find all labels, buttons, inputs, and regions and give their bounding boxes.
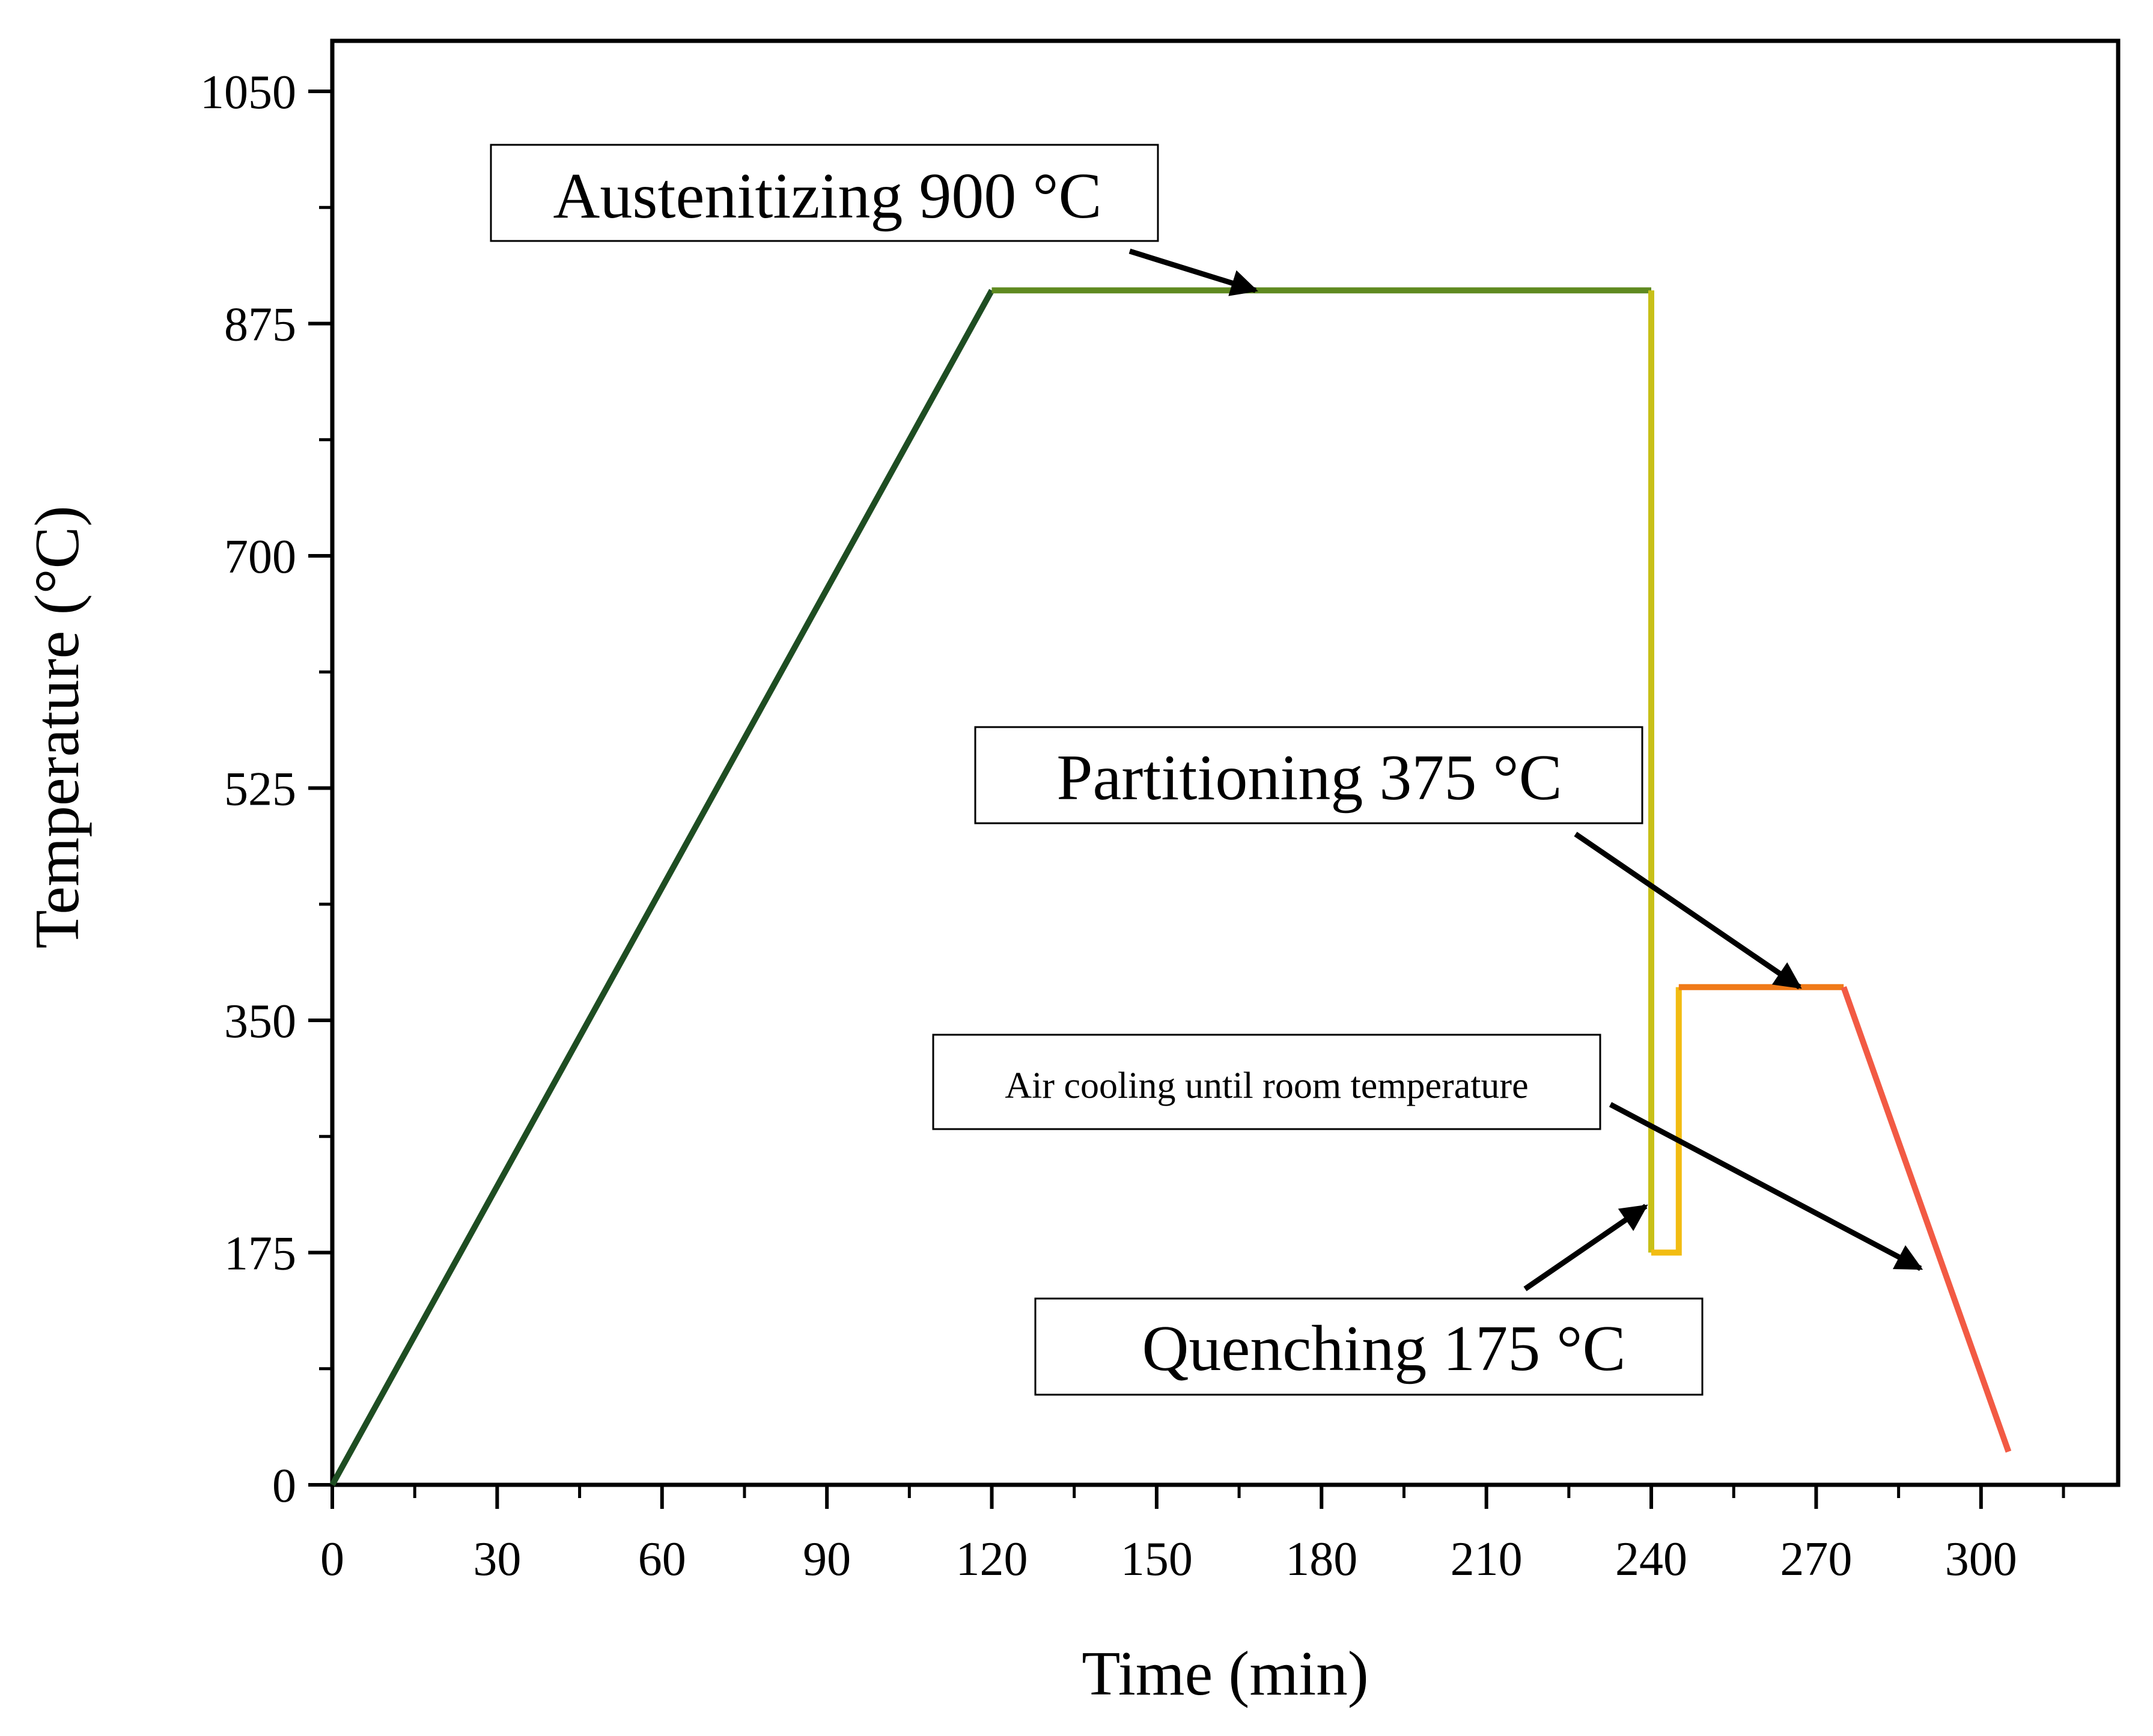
annotation-arrow — [1128, 248, 1258, 296]
y-tick-label: 0 — [272, 1460, 296, 1512]
y-tick-label: 1050 — [200, 66, 296, 119]
annotations: Austenitizing 900 °C Partitioning 375 °C A… — [490, 144, 1923, 1396]
x-tick-label: 30 — [473, 1533, 521, 1586]
annotation-box — [490, 144, 1159, 242]
series-line-air-cooling — [1841, 986, 2012, 1453]
series-line-heating — [329, 288, 994, 1487]
series-line-quenching — [1651, 987, 1682, 1256]
x-tick-label: 90 — [803, 1533, 851, 1586]
x-tick-label: 270 — [1780, 1533, 1852, 1586]
x-tick-label: 150 — [1121, 1533, 1193, 1586]
x-tick-label: 180 — [1285, 1533, 1357, 1586]
y-axis-title: Temperature (°C) — [22, 505, 92, 948]
y-tick-label: 175 — [224, 1227, 296, 1280]
annotation-box — [974, 726, 1643, 824]
annotation-0: Austenitizing 900 °C — [490, 144, 1258, 296]
y-tick-label: 525 — [224, 763, 296, 815]
y-tick-label: 350 — [224, 995, 296, 1048]
x-tick-label: 300 — [1945, 1533, 2017, 1586]
x-axis-title: Time (min) — [1082, 1638, 1368, 1708]
ticks: 0 30 60 90 120 150 180 210 240 270 300 0 175 350 525 70… — [200, 66, 2065, 1586]
annotation-label: Quenching 175 °C — [1142, 1313, 1625, 1384]
y-tick-label: 875 — [224, 298, 296, 351]
x-tick-label: 120 — [956, 1533, 1028, 1586]
annotation-2: Air cooling until room temperature — [932, 1034, 1923, 1271]
annotation-1: Partitioning 375 °C — [974, 726, 1802, 990]
annotation-label: Air cooling until room temperature — [1005, 1065, 1528, 1106]
x-tick-label: 240 — [1615, 1533, 1687, 1586]
x-tick-label: 210 — [1451, 1533, 1523, 1586]
annotation-label: Partitioning 375 °C — [1056, 742, 1562, 814]
annotation-box — [1034, 1297, 1704, 1396]
annotation-box — [932, 1034, 1601, 1130]
annotation-arrow — [1609, 1102, 1923, 1271]
series-lines — [329, 287, 2012, 1487]
annotation-arrow — [1523, 1204, 1648, 1291]
x-tick-label: 60 — [638, 1533, 686, 1586]
x-tick-label: 0 — [320, 1533, 344, 1586]
plot-frame — [330, 38, 2121, 1487]
y-tick-label: 700 — [224, 531, 296, 583]
annotation-arrow — [1574, 832, 1802, 990]
annotation-3: Quenching 175 °C — [1034, 1204, 1704, 1396]
annotation-label: Austenitizing 900 °C — [553, 160, 1101, 232]
